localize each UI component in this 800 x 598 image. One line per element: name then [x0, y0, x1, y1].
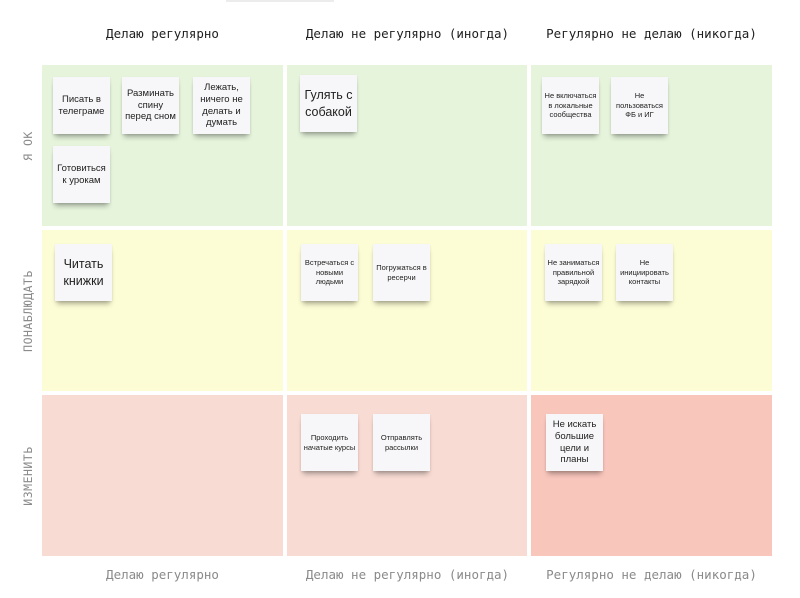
cell-change-sometimes[interactable]: Проходить начатые курсы Отправлять рассы…	[287, 395, 527, 556]
cell-watch-never[interactable]: Не заниматься правильной зарядкой Не ини…	[531, 230, 772, 391]
sticky-note[interactable]: Отправлять рассылки	[373, 414, 430, 471]
row-label-ok: Я ОК	[21, 131, 35, 161]
cell-change-regular[interactable]	[42, 395, 283, 556]
column-header-regular: Делаю регулярно	[106, 26, 219, 41]
sticky-note[interactable]: Читать книжки	[55, 244, 112, 301]
row-label-watch: ПОНАБЛЮДАТЬ	[21, 270, 35, 352]
sticky-note[interactable]: Проходить начатые курсы	[301, 414, 358, 471]
cell-watch-sometimes[interactable]: Встречаться с новыми людьми Погружаться …	[287, 230, 527, 391]
sticky-note[interactable]: Не искать большие цели и планы	[546, 414, 603, 471]
top-edge-bar	[226, 0, 334, 2]
column-header-never: Регулярно не делаю (никогда)	[546, 26, 757, 41]
sticky-note[interactable]: Не инициировать контакты	[616, 244, 673, 301]
column-footer-never: Регулярно не делаю (никогда)	[546, 567, 757, 582]
sticky-note[interactable]: Встречаться с новыми людьми	[301, 244, 358, 301]
cell-ok-regular[interactable]: Писать в телеграме Разминать спину перед…	[42, 65, 283, 226]
sticky-note[interactable]: Разминать спину перед сном	[122, 77, 179, 134]
cell-ok-sometimes[interactable]: Гулять с собакой	[287, 65, 527, 226]
column-footer-sometimes: Делаю не регулярно (иногда)	[305, 567, 510, 582]
sticky-note[interactable]: Не заниматься правильной зарядкой	[545, 244, 602, 301]
cell-watch-regular[interactable]: Читать книжки	[42, 230, 283, 391]
sticky-note[interactable]: Гулять с собакой	[300, 75, 357, 132]
sticky-note[interactable]: Писать в телеграме	[53, 77, 110, 134]
cell-ok-never[interactable]: Не включаться в локальные сообщества Не …	[531, 65, 772, 226]
sticky-note[interactable]: Лежать, ничего не делать и думать	[193, 77, 250, 134]
column-header-sometimes: Делаю не регулярно (иногда)	[305, 26, 510, 41]
sticky-note[interactable]: Готовиться к урокам	[53, 146, 110, 203]
sticky-note[interactable]: Не включаться в локальные сообщества	[542, 77, 599, 134]
row-label-change: ИЗМЕНИТЬ	[21, 446, 35, 506]
cell-change-never[interactable]: Не искать большие цели и планы	[531, 395, 772, 556]
column-footer-regular: Делаю регулярно	[106, 567, 219, 582]
sticky-note[interactable]: Погружаться в ресерчи	[373, 244, 430, 301]
sticky-note[interactable]: Не пользоваться ФБ и ИГ	[611, 77, 668, 134]
